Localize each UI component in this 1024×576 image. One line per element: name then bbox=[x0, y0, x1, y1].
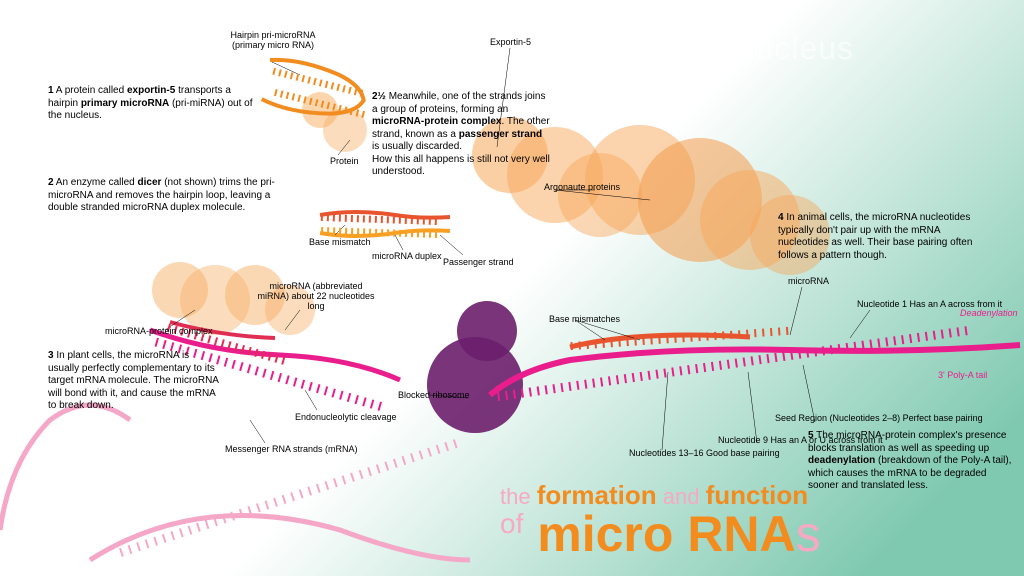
label-polya: 3' Poly-A tail bbox=[938, 370, 987, 380]
label-mirna-complex: microRNA-protein complex bbox=[105, 326, 213, 336]
step-3: 3 In plant cells, the microRNA is usuall… bbox=[48, 350, 223, 413]
label-exportin5: Exportin-5 bbox=[490, 37, 531, 47]
step-1: 1 A protein called exportin-5 transports… bbox=[48, 85, 253, 123]
label-hairpin: Hairpin pri-microRNA (primary micro RNA) bbox=[218, 30, 328, 50]
label-passenger: Passenger strand bbox=[443, 257, 514, 267]
label-base-mismatches: Base mismatches bbox=[549, 314, 620, 324]
title: the formation and function of micro RNAs bbox=[500, 480, 821, 559]
label-nuc1316: Nucleotides 13–16 Good base pairing bbox=[629, 448, 780, 458]
label-deadenylation: Deadenylation bbox=[960, 308, 1018, 318]
label-mirna-duplex: microRNA duplex bbox=[372, 251, 442, 261]
step-2half: 2½ Meanwhile, one of the strands joins a… bbox=[372, 91, 552, 179]
label-mirna-abbrev: microRNA (abbreviated miRNA) about 22 nu… bbox=[256, 281, 376, 311]
title-microrna: micro RNA bbox=[537, 506, 795, 562]
label-messenger: Messenger RNA strands (mRNA) bbox=[225, 444, 358, 454]
label-microrna-right: microRNA bbox=[788, 276, 829, 286]
title-of: of bbox=[500, 508, 523, 539]
label-blocked: Blocked ribosome bbox=[398, 390, 470, 400]
label-endonuc: Endonucleolytic cleavage bbox=[295, 412, 397, 422]
label-argonaute: Argonaute proteins bbox=[544, 182, 620, 192]
label-base-mismatch: Base mismatch bbox=[309, 237, 371, 247]
label-protein: Protein bbox=[330, 156, 359, 166]
step-2: 2 An enzyme called dicer (not shown) tri… bbox=[48, 177, 283, 215]
label-nuc9: Nucleotide 9 Has an A or U across from i… bbox=[718, 435, 883, 445]
label-seed: Seed Region (Nucleotides 2–8) Perfect ba… bbox=[775, 413, 983, 423]
step-4: 4 In animal cells, the microRNA nucleoti… bbox=[778, 212, 993, 262]
title-s: s bbox=[796, 506, 821, 562]
